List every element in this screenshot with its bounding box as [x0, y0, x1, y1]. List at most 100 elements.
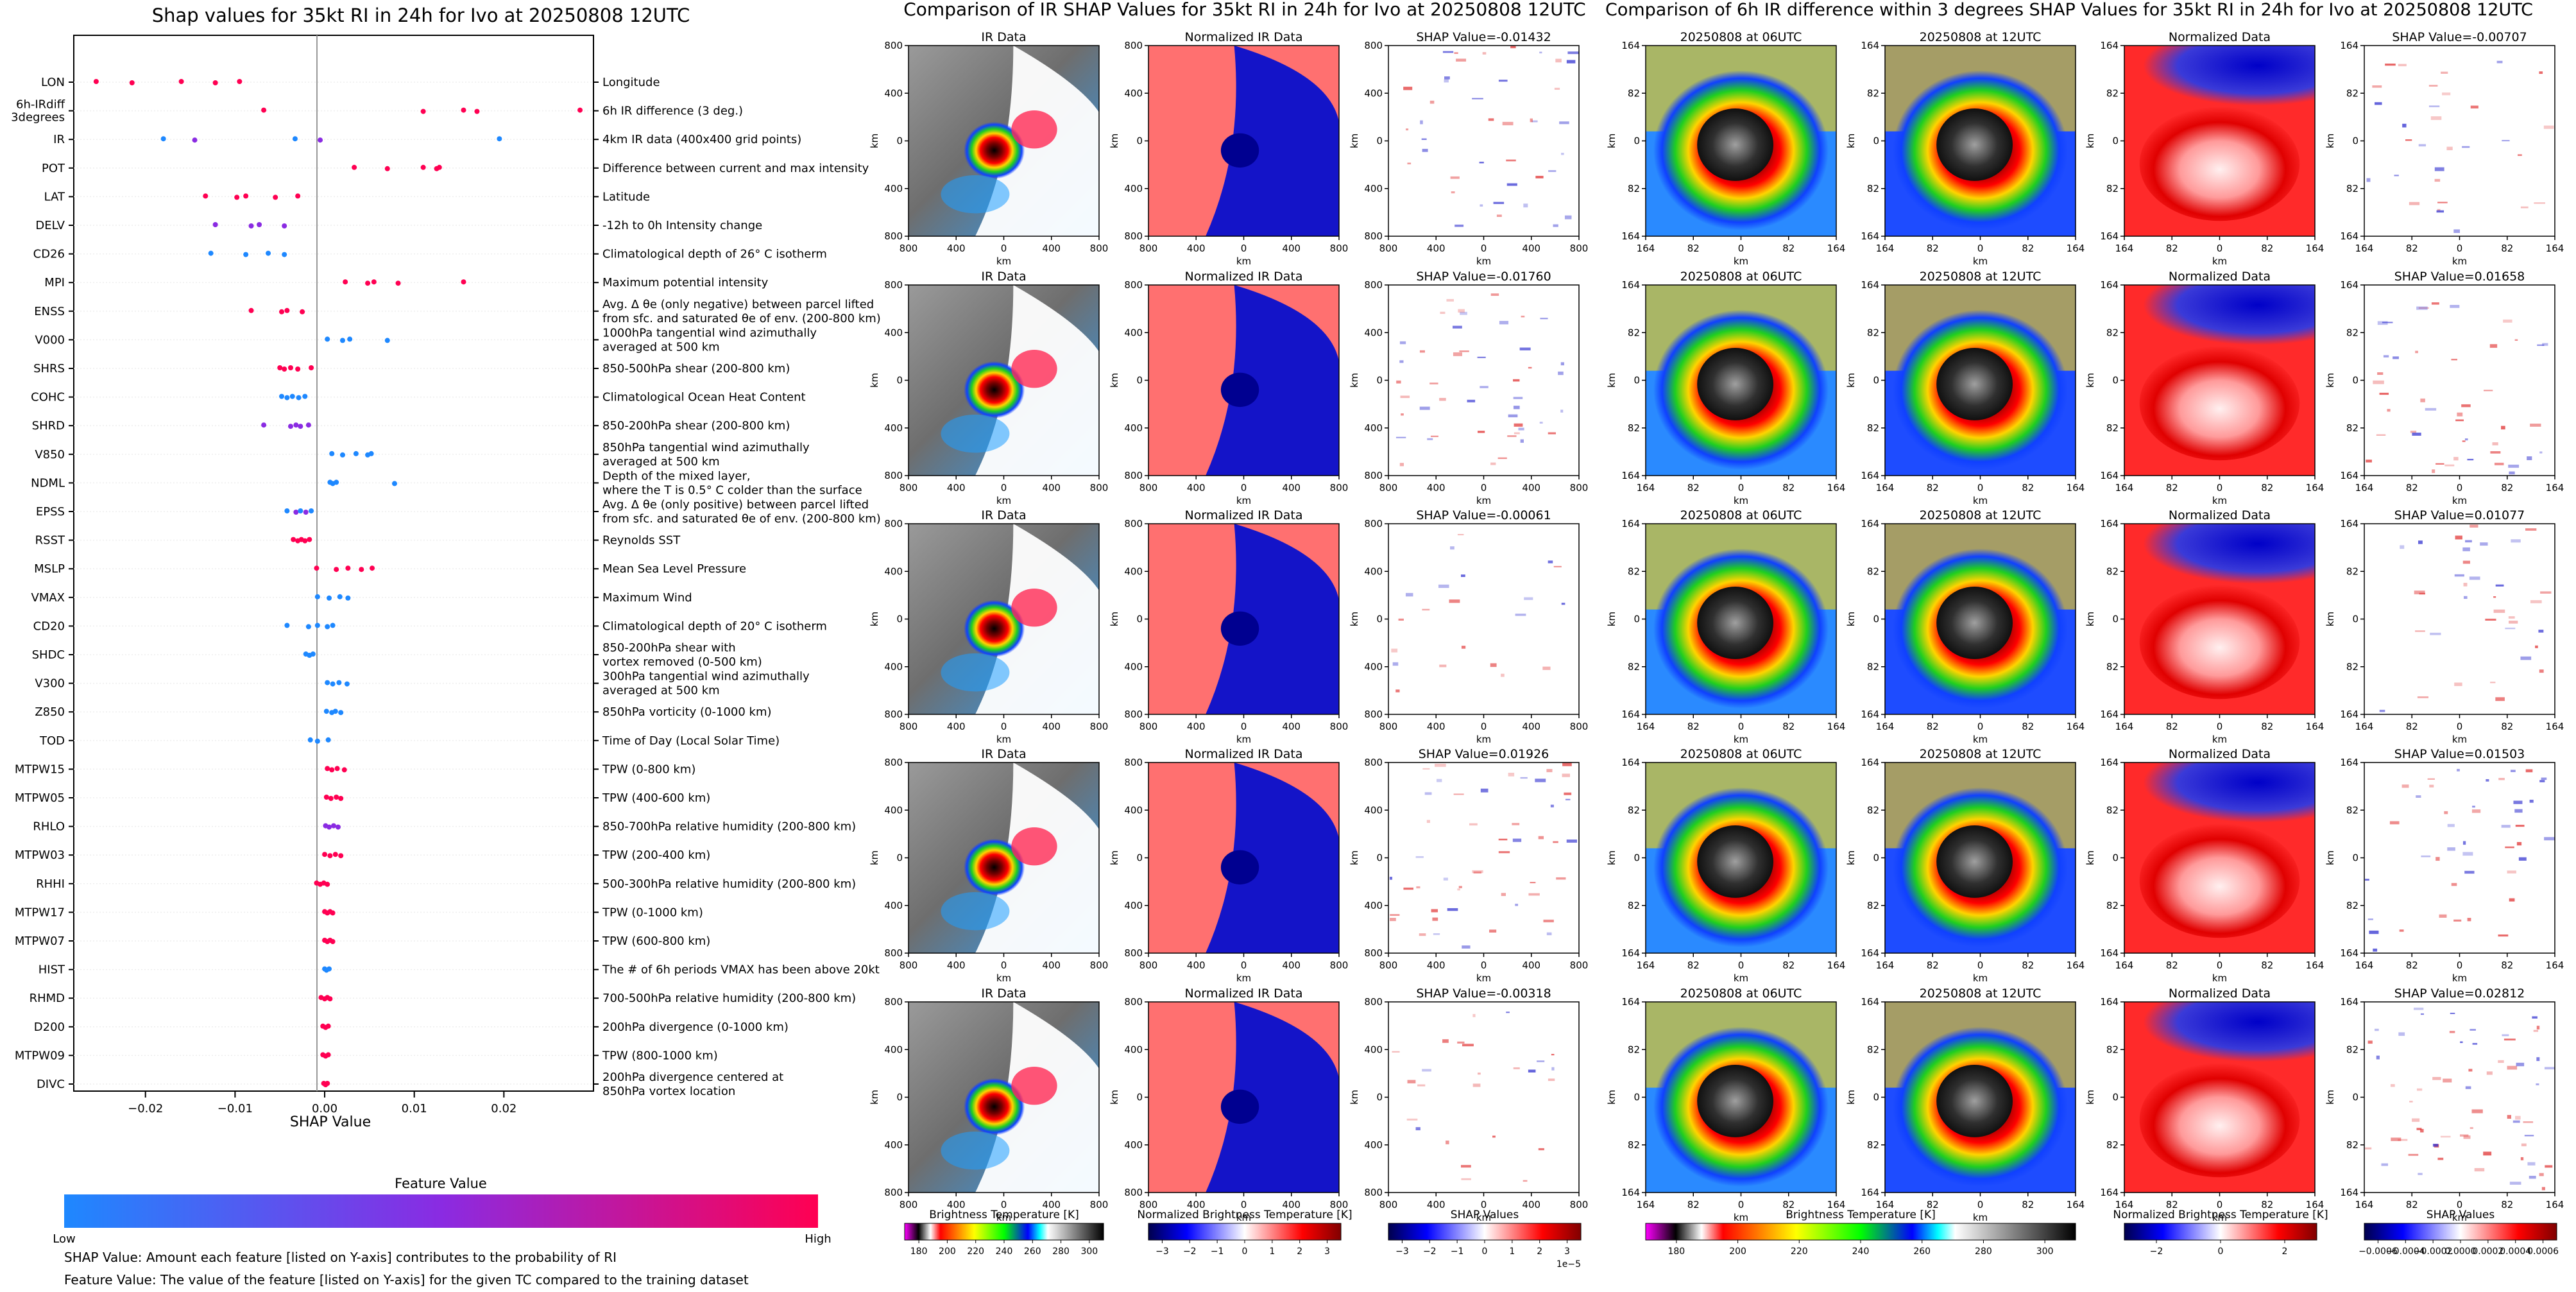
shap-patch	[1395, 689, 1400, 693]
feature-label: RHHI	[36, 877, 65, 891]
feature-label: V300	[35, 677, 65, 691]
shap-patch	[1422, 148, 1428, 152]
y-tick-label: 400	[884, 1139, 903, 1151]
shap-patch	[1513, 406, 1520, 409]
norm-cold-region	[2124, 285, 2315, 352]
shap-point	[291, 537, 296, 542]
shap-patch	[2540, 591, 2552, 594]
shap-patch	[2382, 322, 2393, 323]
shap-point	[203, 193, 209, 199]
shap-patch	[2410, 431, 2417, 433]
feature-description: 1000hPa tangential wind azimuthally	[602, 326, 817, 340]
shap-point	[295, 366, 301, 372]
shap-patch	[1554, 87, 1560, 90]
shap-patch	[2398, 1032, 2405, 1036]
shap-patch	[1395, 436, 1406, 438]
y-tick-label: 164	[2100, 709, 2119, 720]
y-tick-label: 82	[1628, 661, 1640, 673]
shap-patch	[2453, 456, 2459, 461]
y-tick-label: 800	[1124, 518, 1143, 530]
y-tick-label: 0	[2352, 852, 2358, 864]
shap-point	[243, 193, 249, 199]
y-tick-label: 0	[1136, 1092, 1143, 1103]
colorbar-tick-label: 260	[1024, 1246, 1041, 1257]
y-tick-label: 0	[896, 135, 903, 147]
norm-cold-region	[1206, 762, 1339, 953]
norm-cold-region	[1206, 524, 1339, 714]
feature-label: Z850	[35, 705, 65, 719]
x-tick-label: 400	[947, 1199, 966, 1210]
shap-point	[287, 365, 293, 370]
shap-point	[331, 823, 336, 829]
feature-label: MTPW09	[15, 1049, 65, 1062]
shap-patch	[1396, 380, 1401, 384]
shap-patch	[1513, 1067, 1520, 1069]
shap-patch	[1498, 80, 1508, 82]
x-tick-label: 164	[2115, 1199, 2134, 1210]
shap-point	[391, 481, 397, 487]
shap-point	[129, 80, 135, 85]
y-axis-label: km	[1109, 134, 1120, 148]
x-tick-label: 400	[1522, 960, 1540, 971]
shap-patch	[1501, 673, 1505, 677]
y-tick-label: 400	[1124, 87, 1143, 99]
shap-patch	[1429, 100, 1435, 104]
shap-patch	[2463, 1135, 2471, 1139]
feature-label: ENSS	[34, 305, 65, 318]
eye	[1936, 1065, 2013, 1137]
shap-patch	[1492, 1135, 1496, 1138]
shap-patch	[2490, 682, 2496, 684]
colorbar-tick-label: −2	[2150, 1246, 2163, 1257]
shap-point	[420, 108, 426, 114]
shap-patch	[1407, 162, 1412, 165]
feature-label: CD20	[33, 619, 65, 633]
x-tick-label: 400	[1187, 482, 1206, 494]
y-tick-label: 400	[1364, 87, 1383, 99]
panel-title: 20250808 at 12UTC	[1920, 986, 2042, 1001]
colorbar-tick-label: −1	[1211, 1246, 1224, 1257]
shap-patch	[2516, 1062, 2525, 1067]
shap-patch	[2457, 412, 2463, 417]
y-axis-label: km	[1845, 373, 1857, 388]
panel-title: SHAP Value=-0.00318	[1416, 986, 1551, 1001]
x-axis-label: km	[1476, 734, 1491, 745]
shap-point	[178, 79, 184, 84]
x-axis-label: km	[2452, 972, 2467, 984]
y-tick-label: 82	[1628, 900, 1640, 911]
shap-patch	[1392, 1051, 1400, 1053]
y-tick-label: 800	[884, 996, 903, 1008]
panel-title: Normalized Data	[2169, 747, 2271, 761]
y-tick-label: 800	[884, 470, 903, 481]
x-tick-label: 800	[1379, 482, 1398, 494]
y-tick-label: 164	[1861, 470, 1879, 481]
row-gridlines	[74, 82, 593, 1085]
y-tick-label: 0	[1376, 614, 1383, 625]
shap-patch	[1512, 823, 1520, 825]
x-axis-label: km	[1734, 255, 1748, 267]
colorbar-tick-label: −0.0004	[2386, 1246, 2425, 1257]
y-tick-label: 164	[1621, 279, 1640, 291]
x-tick-label: −0.01	[218, 1102, 253, 1115]
shap-patch	[2432, 1144, 2439, 1147]
shap-patch	[2525, 769, 2533, 773]
shap-patch	[1416, 886, 1420, 889]
shap-point	[282, 252, 287, 257]
x-tick-label: 800	[1139, 721, 1158, 732]
shap-patch	[1451, 191, 1455, 194]
y-tick-label: 0	[2112, 135, 2119, 147]
colorbar-label: Normalized Brightness Temperature [K]	[2113, 1209, 2328, 1221]
x-tick-label: 82	[1782, 960, 1795, 971]
x-tick-label: −0.02	[128, 1102, 163, 1115]
shap-point	[212, 222, 218, 227]
y-tick-label: 0	[1136, 614, 1143, 625]
shap-point	[329, 767, 335, 773]
x-tick-label: 82	[1927, 721, 1939, 732]
colorbar-gradient	[2364, 1223, 2557, 1241]
feature-description: 850-700hPa relative humidity (200-800 km…	[602, 820, 856, 834]
shap-point	[335, 824, 341, 830]
shap-point	[336, 680, 342, 685]
shap-patch	[1480, 386, 1488, 388]
y-tick-label: 82	[1867, 422, 1879, 434]
chart-title: Shap values for 35kt RI in 24h for Ivo a…	[152, 4, 690, 26]
